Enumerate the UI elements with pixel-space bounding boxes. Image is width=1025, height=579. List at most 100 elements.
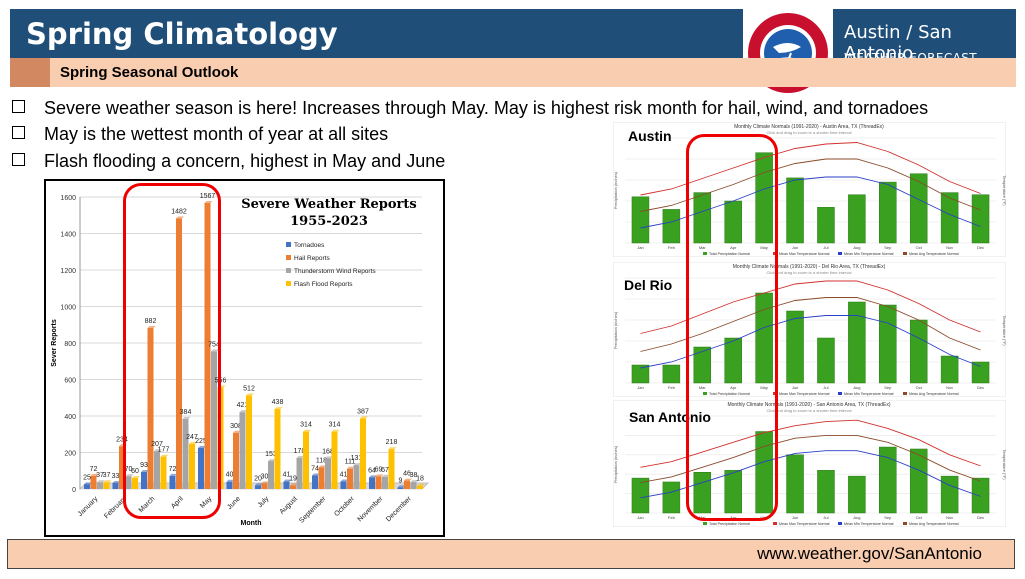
mini-chart-hint: Click and drag to zoom to a shorter time… [767, 270, 852, 275]
bar [347, 468, 353, 489]
mini-x-tick-label: Jan [637, 245, 643, 250]
data-label: 37 [103, 472, 111, 479]
mini-x-tick-label: May [760, 245, 768, 250]
bar-top [360, 416, 368, 419]
data-label: 308 [230, 423, 242, 430]
y-tick-label: 1000 [60, 305, 76, 312]
mini-x-tick-label: Sep [884, 515, 892, 520]
bar [404, 480, 410, 489]
tmin-line [640, 315, 981, 369]
bar-top [369, 475, 377, 478]
precip-bar [879, 181, 897, 244]
precip-bar [786, 310, 804, 384]
highlight-box-may [686, 134, 778, 521]
x-tick-label: January [77, 495, 100, 518]
mini-x-tick-label: Jun [792, 515, 798, 520]
data-label: 168 [322, 448, 334, 455]
bar [147, 328, 154, 489]
tmax-line [640, 142, 981, 196]
bar-top [204, 201, 213, 204]
y-tick-label: 800 [64, 341, 76, 348]
footer-url[interactable]: www.weather.gov/SanAntonio [757, 544, 982, 563]
chart-title-line1: Severe Weather Reports [241, 197, 416, 212]
bar [318, 467, 325, 489]
x-tick-label: September [298, 495, 328, 525]
slide-subtitle: Spring Seasonal Outlook [60, 64, 239, 81]
precip-bar [724, 470, 742, 514]
mini-legend-swatch [703, 392, 707, 395]
checkbox-bullet-icon [12, 153, 25, 166]
bar [160, 456, 167, 489]
tmax-line [640, 419, 981, 468]
bar-top [347, 466, 355, 469]
bar [90, 475, 97, 489]
bar-top [274, 407, 283, 410]
site-label-sanantonio: San Antonio [629, 409, 711, 425]
bar-top [375, 474, 384, 477]
highlight-box-spring [123, 183, 221, 519]
tavg-line [640, 434, 981, 483]
mini-x-tick-label: Feb [668, 245, 676, 250]
climate-svg-austin: Monthly Climate Normals (1991-2020) - Au… [613, 122, 1006, 257]
legend-swatch [286, 242, 291, 247]
precip-bar [848, 194, 866, 244]
mini-chart-hint: Click and drag to zoom to a shorter time… [767, 130, 852, 135]
mini-x-tick-label: May [760, 385, 768, 390]
bar [290, 485, 296, 489]
data-label: 438 [272, 399, 284, 406]
data-label: 754 [208, 341, 220, 348]
bar-top [239, 410, 248, 413]
data-label: 41 [340, 472, 348, 479]
mini-x-tick-label: Apr [730, 385, 737, 390]
mini-y-right-label: Temperature (°F) [1002, 315, 1006, 346]
bar-top [233, 430, 241, 433]
precip-bar [817, 470, 835, 514]
legend-swatch [286, 255, 291, 260]
bullet-item: Flash flooding a concern, highest in May… [12, 151, 445, 172]
data-label: 314 [300, 422, 312, 429]
precip-bar [879, 304, 897, 384]
tavg-line [640, 297, 981, 352]
climate-chart-delrio: Monthly Climate Normals (1991-2020) - De… [613, 262, 1006, 397]
mini-legend-swatch [903, 392, 907, 395]
bar-top [331, 429, 340, 432]
mini-legend-swatch [703, 522, 707, 525]
data-label: 421 [237, 402, 249, 409]
precip-bar [909, 173, 928, 244]
bar [283, 481, 290, 489]
data-label: 131 [351, 455, 363, 462]
bar [388, 449, 395, 489]
bar-top [404, 478, 412, 481]
mini-x-tick-label: Jun [792, 245, 798, 250]
data-label: 18 [416, 476, 424, 483]
y-tick-label: 1400 [60, 232, 76, 239]
bar [382, 476, 388, 489]
bar [154, 451, 160, 489]
bar-top [410, 480, 419, 483]
climate-svg-sanantonio: Monthly Climate Normals (1991-2020) - Sa… [613, 400, 1006, 527]
mini-legend-label: Mean Avg Temperature Normal [909, 522, 959, 526]
bar [375, 476, 382, 489]
bar-top [125, 474, 134, 477]
mini-x-tick-label: Jul [823, 245, 828, 250]
mini-legend-label: Mean Avg Temperature Normal [909, 252, 959, 256]
precip-bar [631, 196, 650, 244]
data-label: 30 [261, 474, 269, 481]
header-bar: Spring Climatology Austin / San Antonio … [10, 9, 1016, 97]
mini-x-tick-label: Jan [637, 515, 643, 520]
climate-chart-sanantonio: Monthly Climate Normals (1991-2020) - Sa… [613, 400, 1006, 535]
mini-legend-swatch [903, 522, 907, 525]
data-label: 177 [158, 447, 170, 454]
bar [119, 446, 125, 489]
bar-top [296, 455, 305, 458]
precip-bar [940, 475, 959, 514]
bar-top [283, 479, 292, 482]
tmin-line [640, 176, 981, 229]
data-label: 512 [243, 386, 255, 393]
mini-y-left-label: Precipitation (inches) [613, 445, 618, 483]
mini-x-tick-label: Mar [699, 385, 707, 390]
mini-legend-label: Mean Min Temperature Normal [844, 252, 894, 256]
x-axis-title: Month [241, 520, 262, 527]
x-tick-label: December [385, 495, 413, 523]
mini-chart-hint: Click and drag to zoom to a shorter time… [767, 408, 852, 413]
